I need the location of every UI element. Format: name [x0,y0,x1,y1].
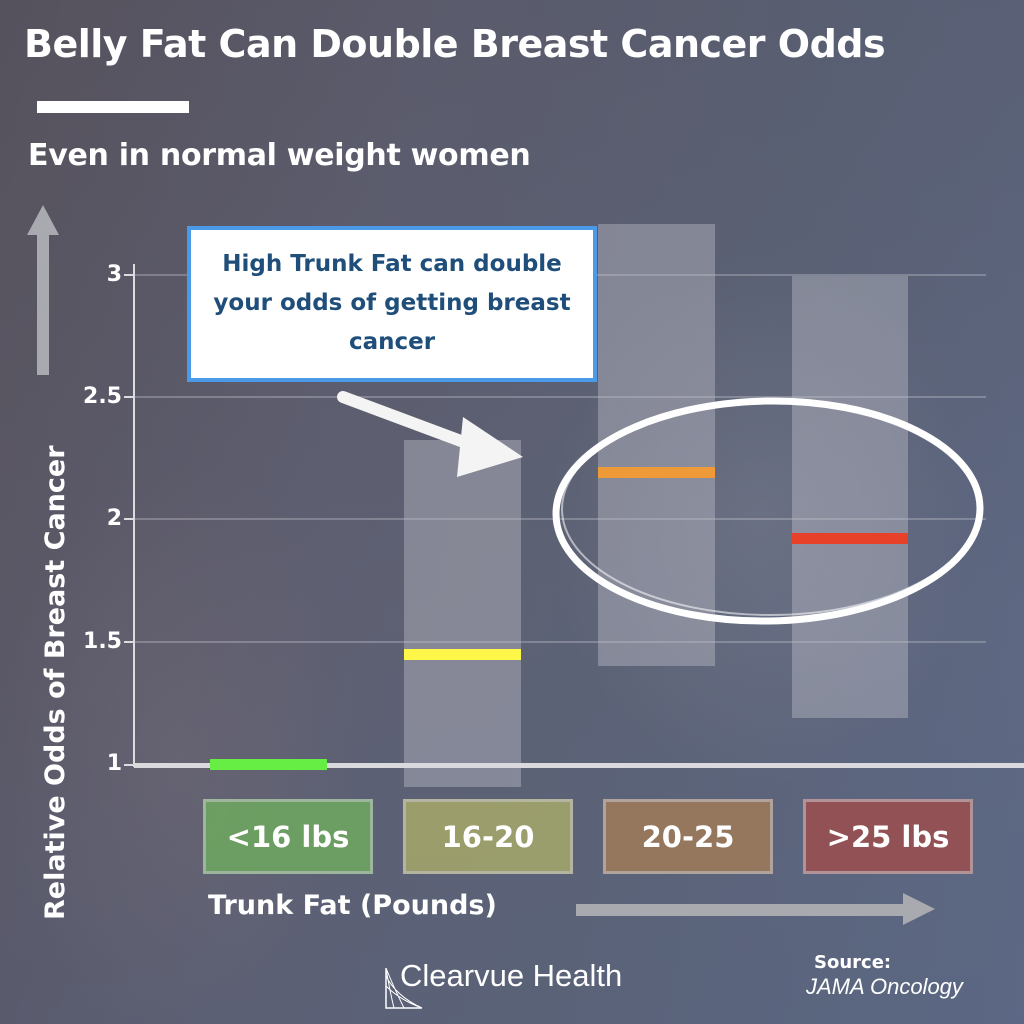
y-axis-line [133,264,135,767]
estimate-20-25 [598,467,715,478]
tick-mark [124,274,134,276]
gridline-2 [134,518,986,520]
page-subtitle: Even in normal weight women [28,138,531,173]
source-name: JAMA Oncology [806,974,963,999]
title-underline [37,101,189,113]
ci-bar-over-25 [792,276,908,718]
category-under-16: <16 lbs [203,799,373,874]
category-20-25: 20-25 [603,799,773,874]
x-arrow-shaft [576,904,906,916]
ci-bar-16-20 [404,440,521,787]
brand-name: Clearvue Health [400,958,623,993]
category-label: >25 lbs [826,819,950,854]
estimate-over-25 [792,533,908,544]
category-label: 20-25 [641,819,735,854]
source-label: Source: [814,952,892,973]
y-tick-1: 1 [106,751,122,776]
highlight-circle-icon [552,397,984,625]
y-tick-2-5: 2.5 [83,384,122,409]
y-arrow-shaft [37,230,49,375]
category-16-20: 16-20 [403,799,573,874]
tick-mark [124,764,134,766]
brand-logo-icon [385,967,423,1009]
chalk-arrow-icon [337,391,523,477]
y-tick-2: 2 [106,506,122,531]
x-arrow-right-icon [903,893,935,925]
estimate-under-16 [210,759,327,770]
gridline-2-5 [134,396,986,398]
x-axis-label: Trunk Fat (Pounds) [208,890,497,921]
category-over-25: >25 lbs [803,799,973,874]
y-tick-1-5: 1.5 [83,629,122,654]
gridline-1-5 [134,641,986,643]
category-label: 16-20 [441,819,535,854]
x-baseline [134,763,1024,768]
y-tick-3: 3 [106,262,122,287]
tick-mark [124,641,134,643]
estimate-16-20 [404,649,521,660]
category-label: <16 lbs [226,819,350,854]
callout-box: High Trunk Fat can double your odds of g… [187,226,597,382]
tick-mark [124,518,134,520]
page-title: Belly Fat Can Double Breast Cancer Odds [24,22,886,66]
tick-mark [124,396,134,398]
